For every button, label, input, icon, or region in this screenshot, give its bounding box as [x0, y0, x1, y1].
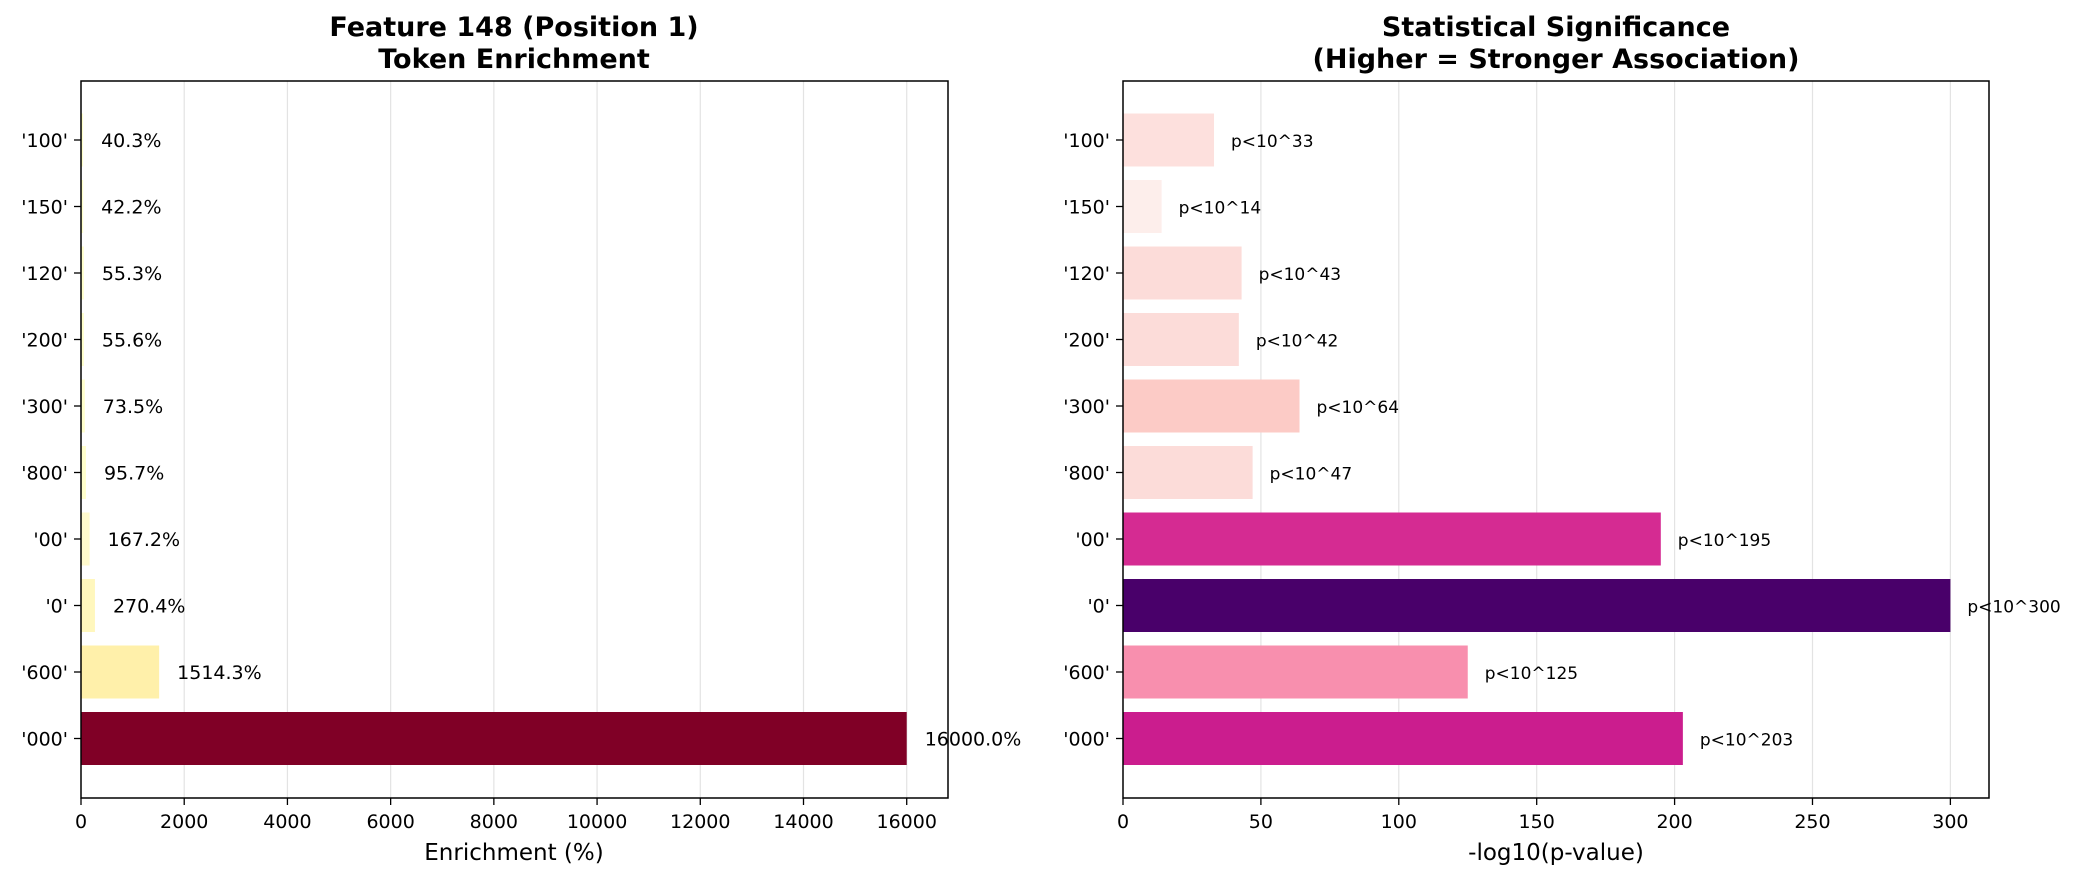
enrichment-chart-bar [81, 446, 86, 499]
enrichment-chart-gridlines [183, 81, 908, 798]
enrichment-chart-bar [81, 246, 84, 300]
enrichment-chart-data-label: 40.3% [101, 130, 161, 152]
enrichment-chart-bar [81, 379, 85, 433]
significance-chart-xtick-label: 200 [1656, 811, 1692, 833]
enrichment-chart-data-label: 270.4% [113, 596, 185, 618]
significance-chart-xlabel: -log10(p-value) [1468, 840, 1644, 866]
significance-chart-category-label: '800' [1063, 463, 1110, 485]
enrichment-chart-bar [81, 313, 84, 366]
enrichment-chart-bar [81, 579, 95, 632]
significance-chart-frame [1122, 80, 1990, 799]
significance-chart-title-line2: (Higher = Stronger Association) [1313, 44, 1800, 75]
significance-chart-bars [1123, 113, 1951, 765]
significance-chart-category-label: '600' [1063, 662, 1110, 684]
significance-chart-data-label: p<10^14 [1179, 199, 1262, 219]
enrichment-chart-bar [81, 113, 84, 167]
enrichment-chart-title-line2: Token Enrichment [378, 44, 650, 75]
enrichment-chart-data-label: 42.2% [101, 197, 161, 219]
significance-chart-bar [1123, 645, 1468, 699]
enrichment-chart-xtick-label: 12000 [670, 811, 730, 833]
significance-chart-data-label: p<10^125 [1485, 664, 1578, 684]
enrichment-chart-data-labels: 40.3% 42.2% 55.3% 55.6% 73.5% 95.7% 167.2% 270.… [101, 130, 1021, 751]
enrichment-chart-category-label: '600' [21, 662, 68, 684]
significance-chart-data-label: p<10^47 [1270, 465, 1353, 485]
enrichment-chart-category-label: '200' [21, 330, 68, 352]
enrichment-chart-panel: Feature 148 (Position 1) Token Enrichmen… [21, 12, 1021, 866]
enrichment-chart-frame [80, 80, 949, 799]
significance-chart-title-line1: Statistical Significance [1382, 12, 1730, 43]
enrichment-chart-data-label: 95.7% [104, 463, 164, 485]
enrichment-chart-data-label: 1514.3% [177, 662, 262, 684]
enrichment-chart-bar [81, 512, 90, 566]
significance-chart-category-label: '120' [1063, 263, 1110, 285]
significance-chart-category-label: '300' [1063, 396, 1110, 418]
significance-chart-panel: Statistical Significance (Higher = Stron… [1063, 12, 2060, 866]
significance-chart-bar [1123, 446, 1253, 499]
significance-chart-xtick-label: 250 [1794, 811, 1830, 833]
enrichment-chart-data-label: 167.2% [108, 529, 180, 551]
enrichment-chart-xtick-label: 6000 [366, 811, 414, 833]
significance-chart-ticks: 0 50 100 150 200 250 300 '100' '150' '120' '200' '3… [1063, 130, 1968, 833]
significance-chart-bar [1123, 712, 1683, 765]
significance-chart-bar [1123, 113, 1215, 167]
significance-chart-gridlines [1260, 81, 1951, 798]
significance-chart-data-label: p<10^64 [1317, 398, 1400, 418]
significance-chart-data-label: p<10^195 [1678, 531, 1771, 551]
enrichment-chart-category-label: '150' [21, 197, 68, 219]
significance-chart-bar [1123, 246, 1242, 300]
enrichment-chart-xtick-label: 14000 [773, 811, 833, 833]
enrichment-chart-category-label: '0' [45, 596, 68, 618]
significance-chart-bar [1123, 579, 1951, 632]
significance-chart-bar [1123, 313, 1239, 366]
significance-chart-xtick-label: 50 [1249, 811, 1273, 833]
significance-chart-data-label: p<10^33 [1231, 132, 1314, 152]
significance-chart-data-labels: p<10^33 p<10^14 p<10^43 p<10^42 p<10^64 p<10^… [1179, 132, 2061, 751]
significance-chart-data-label: p<10^43 [1259, 265, 1342, 285]
significance-chart-data-label: p<10^42 [1256, 332, 1339, 352]
significance-chart-category-label: '000' [1063, 729, 1110, 751]
significance-chart-xtick-label: 0 [1117, 811, 1129, 833]
enrichment-chart-xlabel: Enrichment (%) [424, 840, 603, 866]
enrichment-chart-category-label: '00' [33, 529, 68, 551]
enrichment-chart-data-label: 73.5% [103, 396, 163, 418]
significance-chart-bar [1123, 379, 1300, 433]
significance-chart-bar [1123, 180, 1162, 233]
enrichment-chart-category-label: '100' [21, 130, 68, 152]
significance-chart-bar [1123, 512, 1661, 566]
enrichment-chart-xtick-label: 2000 [160, 811, 208, 833]
enrichment-chart-category-label: '000' [21, 729, 68, 751]
enrichment-chart-bar [81, 180, 84, 233]
enrichment-chart-xtick-label: 0 [75, 811, 87, 833]
enrichment-chart-data-label: 55.6% [102, 330, 162, 352]
enrichment-chart-ticks: 0 2000 4000 6000 8000 10000 12000 14000 16000 '10… [21, 130, 937, 833]
enrichment-chart-xtick-label: 4000 [263, 811, 311, 833]
enrichment-chart-category-label: '800' [21, 463, 68, 485]
enrichment-chart-xtick-label: 10000 [567, 811, 627, 833]
significance-chart-category-label: '150' [1063, 197, 1110, 219]
enrichment-chart-xtick-label: 8000 [470, 811, 518, 833]
enrichment-chart-category-label: '120' [21, 263, 68, 285]
enrichment-chart-data-label: 16000.0% [925, 729, 1022, 751]
enrichment-chart-bar [81, 645, 160, 699]
enrichment-chart-title-line1: Feature 148 (Position 1) [329, 12, 698, 43]
significance-chart-category-label: '00' [1075, 529, 1110, 551]
enrichment-chart-bars [81, 113, 907, 765]
significance-chart-xtick-label: 100 [1381, 811, 1417, 833]
enrichment-chart-bar [81, 712, 907, 765]
significance-chart-xtick-label: 150 [1519, 811, 1555, 833]
significance-chart-category-label: '100' [1063, 130, 1110, 152]
significance-chart-category-label: '0' [1087, 596, 1110, 618]
significance-chart-data-label: p<10^300 [1967, 598, 2060, 618]
enrichment-chart-xtick-label: 16000 [876, 811, 936, 833]
enrichment-chart-data-label: 55.3% [102, 263, 162, 285]
significance-chart-xtick-label: 300 [1932, 811, 1968, 833]
enrichment-chart-category-label: '300' [21, 396, 68, 418]
significance-chart-data-label: p<10^203 [1700, 731, 1793, 751]
significance-chart-category-label: '200' [1063, 330, 1110, 352]
